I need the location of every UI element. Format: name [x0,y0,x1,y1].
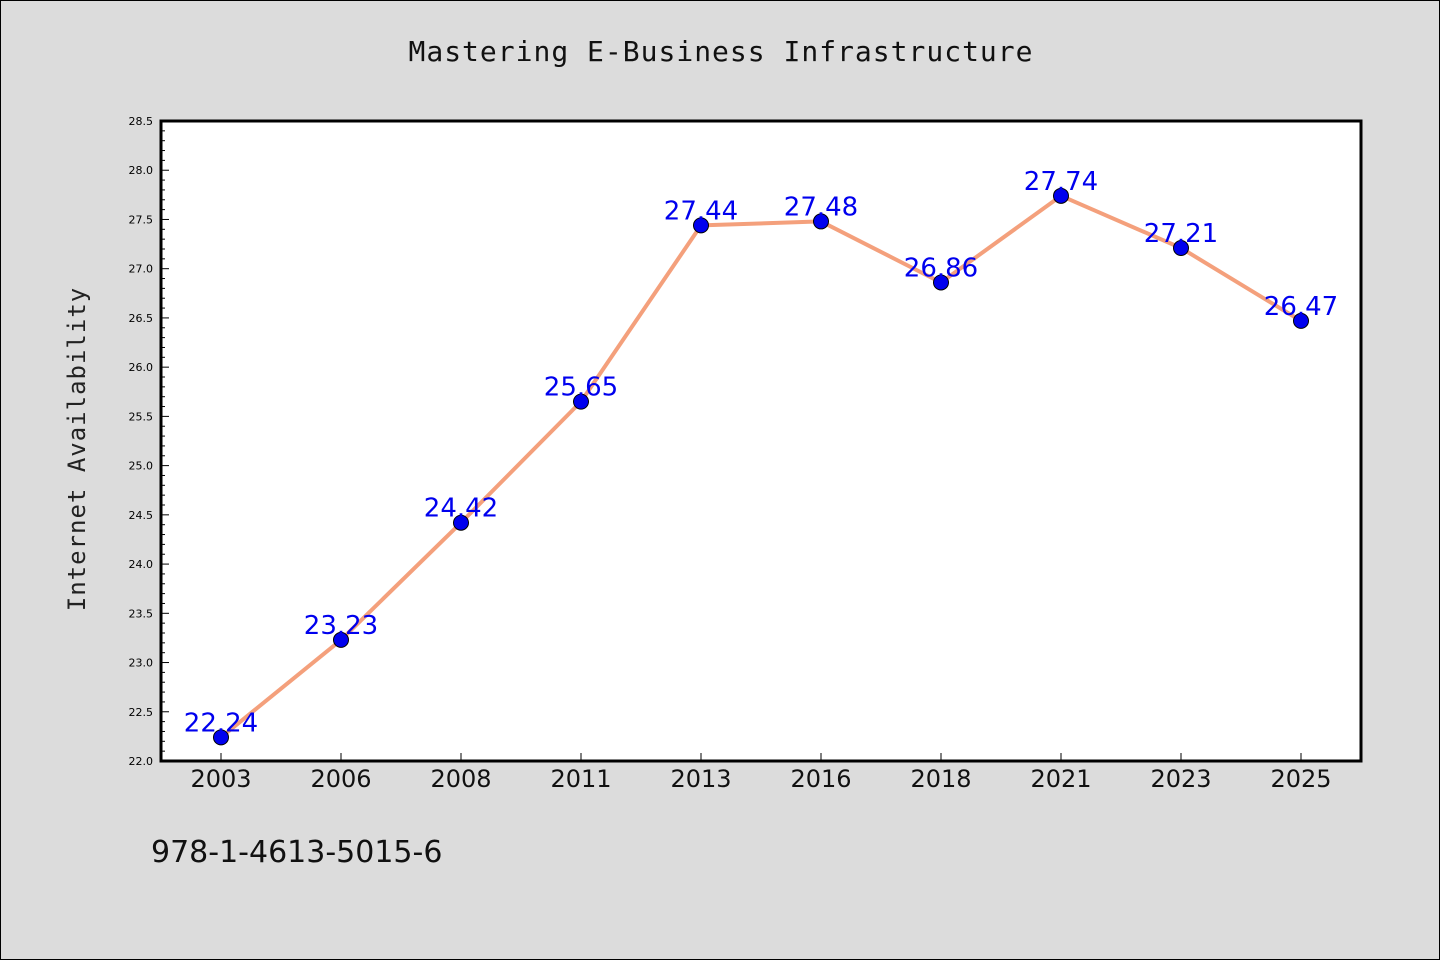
y-tick-label: 22.0 [129,755,154,768]
x-tick-label: 2003 [190,765,251,793]
y-tick-label: 28.0 [129,164,154,177]
data-point [933,274,949,291]
x-tick-label: 2013 [670,765,731,793]
data-point [1293,312,1309,329]
data-label: 22.24 [184,708,258,738]
y-tick-label: 24.0 [129,558,154,571]
y-tick-label: 28.5 [129,115,154,128]
data-point [693,217,709,234]
data-label: 23.23 [304,611,378,641]
series-line [219,193,1303,740]
data-label: 27.21 [1144,219,1218,249]
chart-title: Mastering E-Business Infrastructure [408,35,1034,68]
x-tick-label: 2008 [430,765,491,793]
y-tick-label: 22.5 [129,706,154,719]
y-tick-label: 26.0 [129,361,154,374]
y-tick-label: 27.5 [129,213,154,226]
x-tick-label: 2021 [1030,765,1091,793]
data-point [333,631,349,648]
y-axis: 22.0 22.5 23.0 23.5 24.0 24.5 25.0 25.5 26.0 26.5… [129,115,169,768]
data-label: 27.44 [664,196,738,226]
data-point [813,213,829,230]
x-tick-label: 2011 [550,765,611,793]
data-label: 25.65 [544,373,618,403]
x-tick-label: 2025 [1270,765,1331,793]
x-tick-label: 2018 [910,765,971,793]
x-tick-label: 2016 [790,765,851,793]
data-point [1053,187,1069,204]
x-tick-label: 2023 [1150,765,1211,793]
series-line-group [219,193,1303,740]
data-point [213,729,229,746]
data-point [453,514,469,531]
data-label: 24.42 [424,494,498,524]
x-axis: 2003 2006 2008 2011 2013 2016 2018 2021 2023 2025 [190,753,1332,793]
y-tick-label: 26.5 [129,312,154,325]
data-labels-group: 22.24 23.23 24.42 25.65 27.44 27.48 26.86 27.74… [184,167,1338,739]
data-label: 27.48 [784,192,858,222]
data-point [1173,240,1189,257]
data-label: 26.47 [1264,292,1338,322]
data-label: 26.86 [904,253,978,283]
y-tick-label: 27.0 [129,263,154,276]
markers-group [213,187,1309,746]
y-tick-label: 23.5 [129,607,154,620]
x-tick-label: 2006 [310,765,371,793]
y-tick-label: 25.0 [129,460,154,473]
isbn-text: 978-1-4613-5015-6 [151,835,443,870]
y-tick-label: 24.5 [129,509,154,522]
plot-area [159,119,1363,763]
data-label: 27.74 [1024,167,1098,197]
data-point [573,393,589,410]
y-tick-label: 25.5 [129,410,154,423]
y-tick-label: 23.0 [129,657,154,670]
